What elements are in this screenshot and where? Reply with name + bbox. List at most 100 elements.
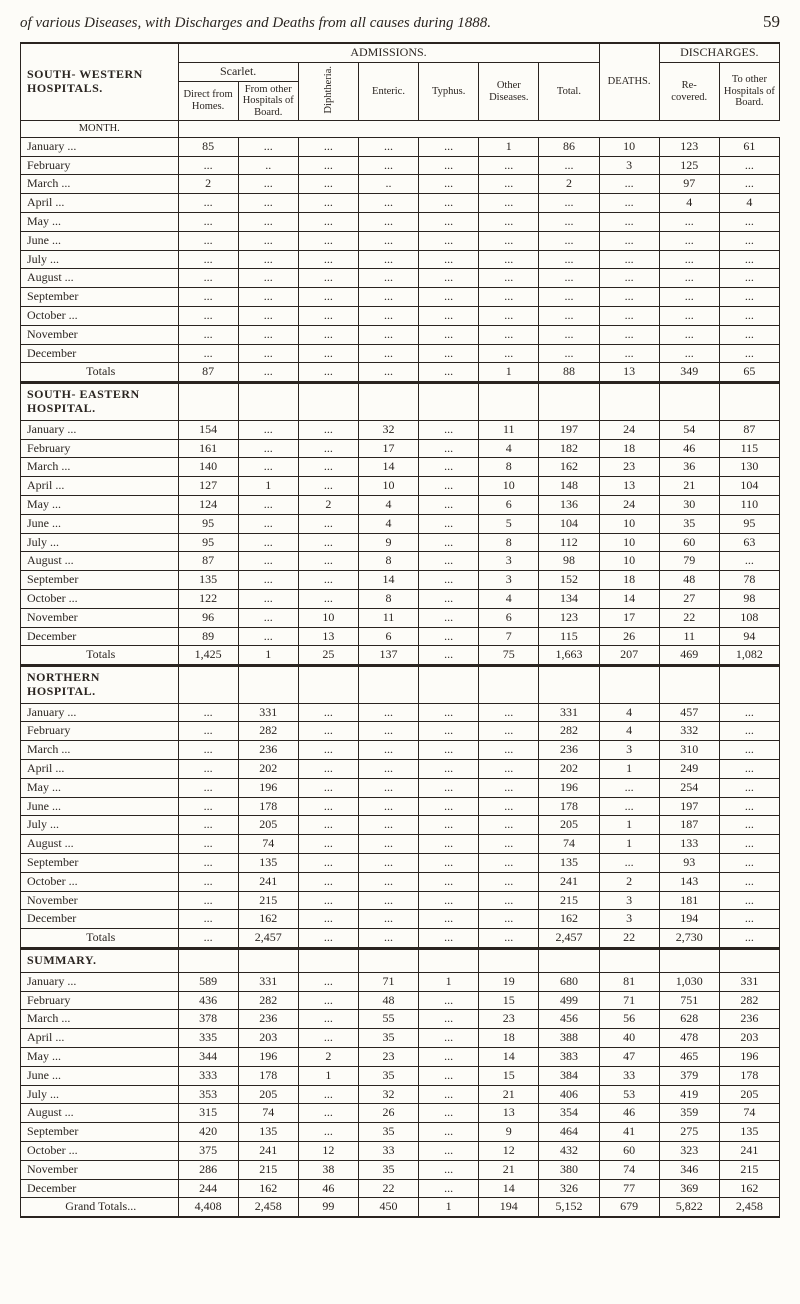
totals-cell: 88	[539, 363, 599, 382]
data-cell: ...	[178, 910, 238, 929]
totals-cell: 5,152	[539, 1198, 599, 1217]
data-cell: 236	[238, 741, 298, 760]
data-cell: 136	[539, 495, 599, 514]
data-cell: 379	[659, 1066, 719, 1085]
data-cell: ...	[298, 156, 358, 175]
totals-cell: 1,425	[178, 646, 238, 665]
table-row: March ...378236...55...2345656628236	[21, 1010, 780, 1029]
data-cell: ...	[298, 816, 358, 835]
data-cell: ...	[539, 250, 599, 269]
data-cell: 286	[178, 1160, 238, 1179]
data-cell: 35	[358, 1066, 418, 1085]
data-cell: 77	[599, 1179, 659, 1198]
data-cell: 53	[599, 1085, 659, 1104]
data-cell: ...	[178, 741, 238, 760]
data-cell: ...	[298, 269, 358, 288]
data-cell: ...	[479, 269, 539, 288]
data-cell: 436	[178, 991, 238, 1010]
data-cell: ...	[238, 589, 298, 608]
data-cell: 19	[479, 972, 539, 991]
data-cell: ...	[479, 175, 539, 194]
data-cell: ...	[719, 212, 779, 231]
table-row: March ...2..............2...97...	[21, 175, 780, 194]
totals-cell: 87	[178, 363, 238, 382]
data-cell: 375	[178, 1142, 238, 1161]
data-cell: 93	[659, 854, 719, 873]
totals-cell: ...	[719, 929, 779, 948]
section-3-title: SUMMARY.	[21, 950, 179, 973]
data-cell: ...	[419, 1066, 479, 1085]
month-cell: July ...	[21, 1085, 179, 1104]
data-cell: ...	[479, 760, 539, 779]
data-cell: ...	[479, 156, 539, 175]
data-cell: ...	[419, 797, 479, 816]
data-cell: 178	[719, 1066, 779, 1085]
totals-cell: 2,458	[719, 1198, 779, 1217]
header-to-other: To other Hospitals of Board.	[719, 62, 779, 120]
month-cell: June ...	[21, 514, 179, 533]
data-cell: ...	[358, 741, 418, 760]
data-cell: ...	[298, 891, 358, 910]
month-cell: January ...	[21, 972, 179, 991]
data-cell: ...	[238, 495, 298, 514]
data-cell: ...	[298, 514, 358, 533]
month-cell: November	[21, 1160, 179, 1179]
data-cell: 2	[298, 1048, 358, 1067]
data-cell: 48	[659, 571, 719, 590]
data-cell: 104	[539, 514, 599, 533]
data-cell: 143	[659, 872, 719, 891]
data-cell: 254	[659, 778, 719, 797]
data-cell: 4	[479, 589, 539, 608]
data-cell: 1,030	[659, 972, 719, 991]
data-cell: ...	[178, 344, 238, 363]
data-cell: 432	[539, 1142, 599, 1161]
data-cell: ...	[599, 778, 659, 797]
data-cell: 203	[238, 1029, 298, 1048]
data-cell: ..	[238, 156, 298, 175]
data-cell: 680	[539, 972, 599, 991]
data-cell: 10	[599, 514, 659, 533]
data-cell: ...	[178, 250, 238, 269]
data-cell: ...	[419, 1160, 479, 1179]
data-cell: ...	[419, 1179, 479, 1198]
data-cell: ...	[298, 991, 358, 1010]
data-cell: 10	[479, 477, 539, 496]
month-cell: August ...	[21, 269, 179, 288]
table-row: May ......196............196...254...	[21, 778, 780, 797]
month-cell: October ...	[21, 306, 179, 325]
data-cell: 81	[599, 972, 659, 991]
data-cell: 3	[599, 891, 659, 910]
data-cell: ...	[298, 872, 358, 891]
header-enteric: Enteric.	[358, 62, 418, 120]
data-cell: 21	[479, 1085, 539, 1104]
data-cell: ...	[178, 816, 238, 835]
data-cell: ...	[659, 306, 719, 325]
running-title: of various Diseases, with Discharges and…	[20, 15, 491, 32]
table-row: November...215............2153181...	[21, 891, 780, 910]
data-cell: 87	[719, 420, 779, 439]
data-cell: ...	[358, 137, 418, 156]
totals-cell: 207	[599, 646, 659, 665]
data-cell: 89	[178, 627, 238, 646]
data-cell: 478	[659, 1029, 719, 1048]
month-cell: September	[21, 1123, 179, 1142]
data-cell: ...	[238, 175, 298, 194]
data-cell: 46	[298, 1179, 358, 1198]
data-cell: ...	[479, 816, 539, 835]
month-cell: November	[21, 608, 179, 627]
month-cell: April ...	[21, 1029, 179, 1048]
month-cell: August ...	[21, 835, 179, 854]
data-cell: 35	[358, 1123, 418, 1142]
data-cell: ...	[238, 533, 298, 552]
table-row: December2441624622...1432677369162	[21, 1179, 780, 1198]
data-cell: 383	[539, 1048, 599, 1067]
data-cell: 10	[599, 533, 659, 552]
data-cell: ...	[358, 325, 418, 344]
data-cell: ...	[479, 854, 539, 873]
data-cell: 21	[659, 477, 719, 496]
data-cell: ...	[479, 835, 539, 854]
data-cell: ...	[178, 212, 238, 231]
data-cell: ...	[419, 1010, 479, 1029]
data-cell: ...	[419, 1142, 479, 1161]
month-cell: October ...	[21, 1142, 179, 1161]
